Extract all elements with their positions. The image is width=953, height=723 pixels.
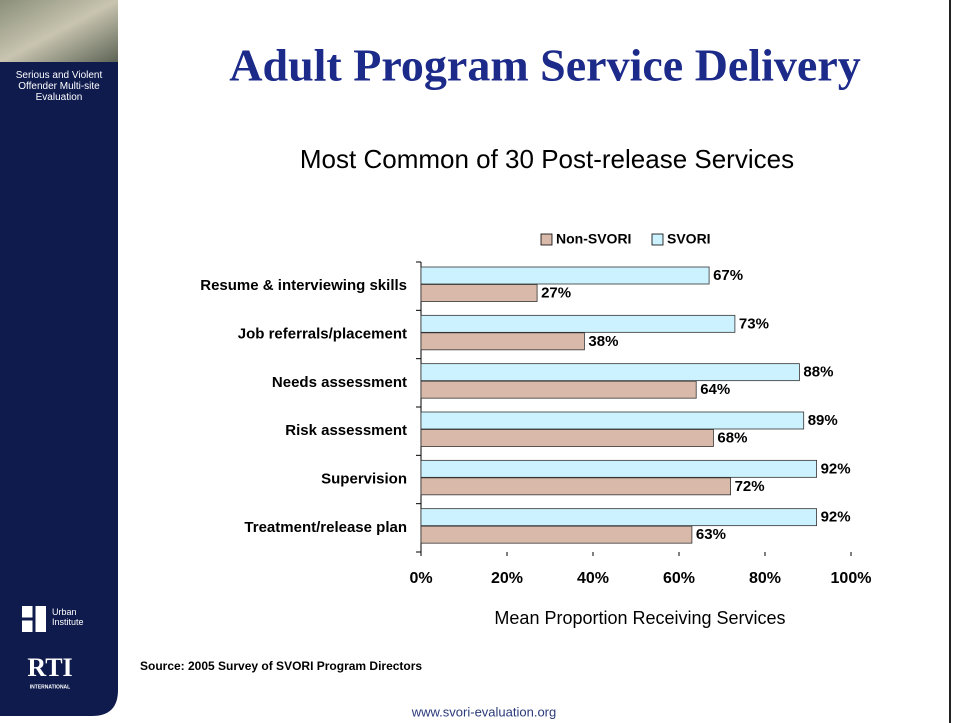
value-label: 27% [541,284,571,301]
x-tick-label: 80% [749,570,781,587]
value-label: 38% [588,333,618,350]
bar [420,266,710,285]
bar [420,314,736,333]
value-label: 92% [821,460,851,477]
bar [420,477,732,496]
bar [420,508,818,527]
sidebar-photo [0,0,118,62]
x-tick-label: 20% [491,570,523,587]
footer: www.svori-evaluation.org [411,704,557,719]
bar [420,332,585,351]
chart-title: Most Common of 30 Post-release Services [300,144,794,174]
y-tick-label: Risk assessment [285,422,407,439]
legend-swatch [651,233,664,246]
value-label: 67% [713,267,743,284]
bar [420,380,697,399]
urban-logo-text: Urban Institute [52,607,84,627]
value-label: 72% [735,478,765,495]
rti-logo: RTI [27,653,72,682]
value-label: 88% [803,364,833,381]
bar [420,363,800,382]
bar [420,284,538,302]
y-tick-label: Treatment/release plan [244,519,407,536]
y-tick-label: Supervision [321,470,407,487]
value-label: 64% [700,381,730,398]
y-tick-label: Job referrals/placement [238,325,407,342]
legend-label: Non-SVORI [556,231,631,247]
x-tick-label: 100% [831,570,872,587]
x-tick-label: 60% [663,570,695,587]
source: Source: 2005 Survey of SVORI Program Dir… [140,659,422,673]
value-label: 68% [717,429,747,446]
y-tick-label: Resume & interviewing skills [200,277,407,294]
rti-logo-sub: INTERNATIONAL [30,684,70,690]
x-tick-label: 40% [577,570,609,587]
bar [420,459,818,478]
value-label: 89% [808,412,838,429]
x-axis-title: Mean Proportion Receiving Services [494,608,785,628]
slide-title: Adult Program Service Delivery [229,40,860,91]
sidebar-text: Serious and Violent Offender Multi-site … [15,70,103,103]
value-label: 63% [696,526,726,543]
value-label: 92% [821,509,851,526]
x-tick-label: 0% [409,570,432,587]
bar [420,411,805,430]
bar [420,525,693,544]
value-label: 73% [739,315,769,332]
y-tick-label: Needs assessment [272,374,407,391]
bar [420,429,714,447]
sidebar [0,0,118,716]
legend-swatch [540,233,553,246]
legend-label: SVORI [667,231,711,247]
